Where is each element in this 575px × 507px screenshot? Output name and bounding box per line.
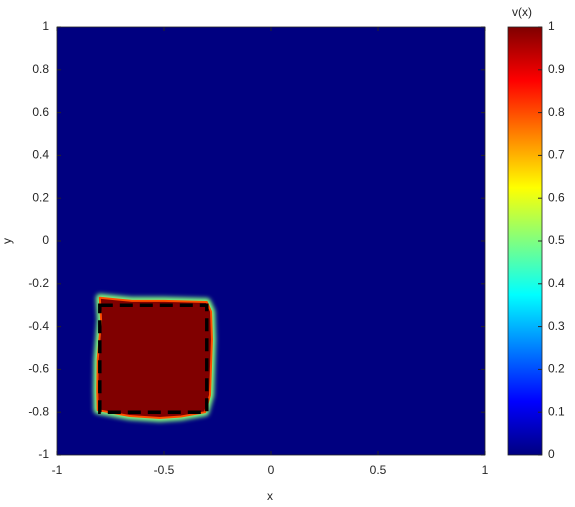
y-axis-label: y (0, 238, 14, 244)
colorbar-tick-label: 0.6 (548, 190, 565, 204)
y-tick-label: 0.4 (32, 148, 49, 162)
y-tick-label: 0.2 (32, 190, 49, 204)
colorbar-tick-label: 0.2 (548, 362, 565, 376)
colorbar-tick-label: 0.8 (548, 105, 565, 119)
colorbar-tick-label: 1 (548, 19, 555, 33)
y-tick-label: 0 (42, 233, 49, 247)
colorbar (507, 26, 543, 456)
y-tick-label: -0.6 (28, 362, 49, 376)
colorbar-tick-label: 0.4 (548, 276, 565, 290)
x-tick-label: -1 (52, 463, 63, 477)
target-box (98, 303, 209, 414)
y-tick-label: -0.2 (28, 276, 49, 290)
y-tick-label: -0.8 (28, 404, 49, 418)
x-tick-label: 1 (482, 463, 489, 477)
region (96, 296, 213, 419)
colorbar-tick-label: 0 (548, 447, 555, 461)
x-axis-label: x (267, 489, 273, 503)
colorbar-tick-label: 0.7 (548, 148, 565, 162)
colorbar-label: v(x) (512, 5, 532, 19)
colorbar-tick-label: 0.1 (548, 404, 565, 418)
y-tick-label: -0.4 (28, 319, 49, 333)
y-tick-label: -1 (38, 447, 49, 461)
x-tick-label: 0.5 (370, 463, 387, 477)
colorbar-tick-label: 0.5 (548, 233, 565, 247)
y-tick-label: 1 (42, 19, 49, 33)
colorbar-tick-label: 0.9 (548, 62, 565, 76)
x-tick-label: -0.5 (154, 463, 175, 477)
y-tick-label: 0.6 (32, 105, 49, 119)
x-tick-label: 0 (268, 463, 275, 477)
colorbar-tick-label: 0.3 (548, 319, 565, 333)
y-tick-label: 0.8 (32, 62, 49, 76)
